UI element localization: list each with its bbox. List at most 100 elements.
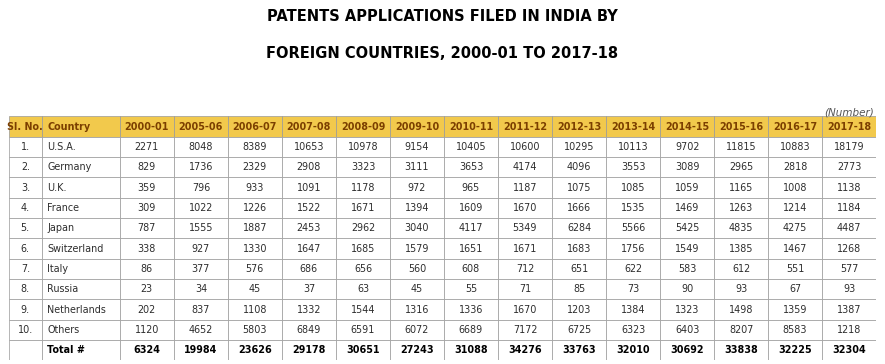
Text: Country: Country (47, 122, 90, 132)
Text: 1387: 1387 (837, 305, 861, 314)
Bar (173, 116, 228, 137)
Bar (390, 259, 444, 279)
Text: 33838: 33838 (724, 345, 758, 355)
Bar (228, 299, 282, 320)
Text: 2773: 2773 (837, 162, 861, 172)
Text: 1085: 1085 (620, 183, 645, 193)
Bar (444, 157, 498, 177)
Bar (822, 320, 876, 340)
Text: 1359: 1359 (783, 305, 807, 314)
Text: 2000-01: 2000-01 (125, 122, 169, 132)
Text: 4652: 4652 (189, 325, 213, 335)
Bar (768, 177, 822, 198)
Text: 8048: 8048 (189, 142, 213, 152)
Text: 10405: 10405 (456, 142, 487, 152)
Text: 10113: 10113 (618, 142, 649, 152)
Text: 787: 787 (138, 223, 156, 233)
Text: 1218: 1218 (837, 325, 861, 335)
Bar (660, 157, 714, 177)
Text: 6.: 6. (21, 244, 30, 254)
Bar (336, 218, 390, 238)
Text: France: France (47, 203, 79, 213)
Bar (552, 299, 606, 320)
Text: 31088: 31088 (454, 345, 488, 355)
Bar (606, 157, 660, 177)
Bar (228, 198, 282, 218)
Text: 1120: 1120 (135, 325, 159, 335)
Bar (390, 116, 444, 137)
Bar (228, 116, 282, 137)
Bar (606, 320, 660, 340)
Text: 23: 23 (141, 284, 153, 294)
Bar (9, 116, 42, 137)
Text: 712: 712 (516, 264, 535, 274)
Bar (228, 218, 282, 238)
Bar (768, 198, 822, 218)
Bar (552, 320, 606, 340)
Text: 2965: 2965 (729, 162, 753, 172)
Text: 837: 837 (192, 305, 210, 314)
Text: 7172: 7172 (512, 325, 537, 335)
Bar (42, 198, 119, 218)
Bar (606, 340, 660, 360)
Bar (714, 177, 768, 198)
Bar (228, 137, 282, 157)
Bar (822, 218, 876, 238)
Text: 2962: 2962 (350, 223, 375, 233)
Text: 1647: 1647 (296, 244, 321, 254)
Text: 551: 551 (786, 264, 804, 274)
Bar (282, 279, 336, 299)
Bar (822, 198, 876, 218)
Text: 1469: 1469 (675, 203, 699, 213)
Text: 45: 45 (249, 284, 261, 294)
Bar (173, 137, 228, 157)
Text: 2005-06: 2005-06 (179, 122, 223, 132)
Text: 1203: 1203 (567, 305, 591, 314)
Text: 1330: 1330 (242, 244, 267, 254)
Bar (282, 259, 336, 279)
Bar (173, 320, 228, 340)
Bar (822, 259, 876, 279)
Bar (822, 177, 876, 198)
Text: 30692: 30692 (670, 345, 704, 355)
Text: Netherlands: Netherlands (47, 305, 106, 314)
Text: 359: 359 (138, 183, 156, 193)
Bar (119, 198, 173, 218)
Bar (444, 340, 498, 360)
Bar (660, 299, 714, 320)
Bar (9, 157, 42, 177)
Bar (768, 340, 822, 360)
Text: 1685: 1685 (350, 244, 375, 254)
Text: 6284: 6284 (567, 223, 591, 233)
Text: 3653: 3653 (458, 162, 483, 172)
Text: 3111: 3111 (404, 162, 429, 172)
Bar (714, 259, 768, 279)
Text: 686: 686 (300, 264, 318, 274)
Text: 1184: 1184 (837, 203, 861, 213)
Bar (390, 238, 444, 259)
Text: 3553: 3553 (620, 162, 645, 172)
Bar (9, 198, 42, 218)
Bar (282, 218, 336, 238)
Text: 1555: 1555 (189, 223, 213, 233)
Bar (714, 238, 768, 259)
Text: 2271: 2271 (135, 142, 159, 152)
Bar (606, 218, 660, 238)
Bar (822, 238, 876, 259)
Bar (660, 279, 714, 299)
Bar (282, 137, 336, 157)
Text: 1178: 1178 (350, 183, 375, 193)
Bar (336, 157, 390, 177)
Text: 6403: 6403 (675, 325, 699, 335)
Bar (228, 320, 282, 340)
Text: 2008-09: 2008-09 (341, 122, 385, 132)
Text: 10883: 10883 (780, 142, 811, 152)
Text: 202: 202 (138, 305, 156, 314)
Text: 27243: 27243 (400, 345, 434, 355)
Text: 1544: 1544 (350, 305, 375, 314)
Text: 5.: 5. (20, 223, 30, 233)
Bar (822, 116, 876, 137)
Text: 6591: 6591 (350, 325, 375, 335)
Bar (552, 177, 606, 198)
Bar (9, 218, 42, 238)
